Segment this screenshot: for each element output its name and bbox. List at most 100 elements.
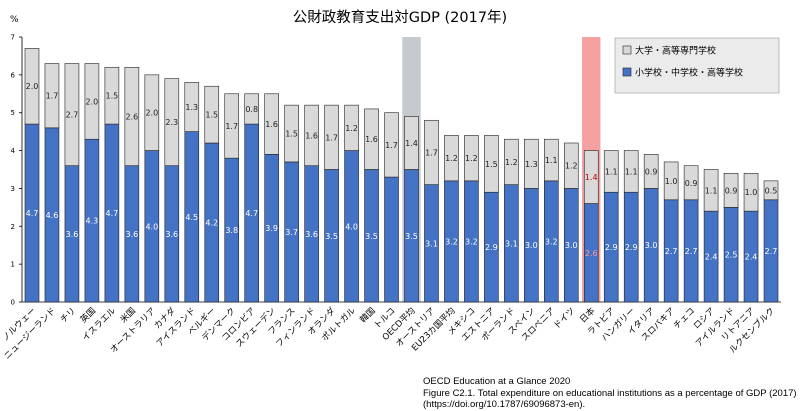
bar-upper	[464, 135, 479, 182]
bar-upper	[264, 93, 279, 155]
data-label-lower: 4.0	[345, 222, 358, 231]
bar-upper	[184, 82, 200, 132]
data-label-upper: 1.7	[225, 122, 238, 131]
data-label-upper: 2.0	[145, 109, 158, 118]
bar-lower	[384, 176, 399, 303]
bar-upper	[743, 172, 759, 212]
data-label-upper: 1.3	[525, 160, 538, 169]
data-label-upper: 1.6	[265, 120, 278, 129]
bar-upper	[384, 112, 399, 178]
data-label-lower: 4.2	[205, 219, 218, 228]
data-label-lower: 4.7	[245, 209, 258, 218]
data-label-upper: 0.9	[725, 186, 738, 195]
data-label-upper: 1.3	[185, 103, 198, 112]
data-label-lower: 2.4	[745, 253, 758, 262]
y-tick-label: 1	[11, 261, 15, 269]
data-label-lower: 3.0	[565, 241, 578, 250]
data-label-upper: 2.6	[125, 113, 138, 122]
data-label-lower: 3.1	[505, 239, 518, 248]
category-label: チェコ	[671, 305, 697, 331]
bar-upper	[444, 135, 459, 182]
chart-title: 公財政教育支出対GDP (2017年)	[292, 10, 508, 26]
data-label-lower: 3.0	[525, 241, 538, 250]
data-label-lower: 4.7	[106, 209, 119, 218]
data-label-lower: 3.0	[645, 241, 658, 250]
bar-upper	[563, 142, 579, 189]
data-label-upper: 1.7	[425, 148, 438, 157]
data-label-upper: 1.1	[705, 186, 718, 195]
bar-upper	[663, 161, 679, 201]
data-label-lower: 2.6	[585, 249, 598, 258]
bar-upper	[204, 85, 220, 144]
bar-upper	[763, 180, 779, 201]
bar-upper	[104, 66, 120, 125]
y-tick-label: 7	[11, 34, 15, 42]
bar-upper	[424, 119, 439, 185]
data-label-lower: 3.5	[365, 232, 378, 241]
bar-upper	[404, 116, 419, 170]
bar-upper	[484, 135, 499, 193]
bar-upper	[64, 63, 80, 167]
y-tick-label: 3	[11, 185, 15, 193]
data-label-lower: 2.5	[725, 251, 738, 260]
data-label-lower: 2.7	[765, 247, 778, 256]
legend-swatch	[622, 67, 632, 77]
bar-upper	[364, 108, 379, 170]
data-label-upper: 1.2	[465, 154, 478, 163]
y-tick-label: 5	[11, 109, 15, 117]
data-label-upper: 1.1	[545, 156, 558, 165]
data-label-upper: 1.7	[46, 92, 59, 101]
data-label-lower: 3.5	[405, 232, 418, 241]
bar-upper	[44, 63, 60, 129]
data-label-lower: 3.6	[165, 230, 178, 239]
bar-upper	[643, 154, 659, 189]
data-label-lower: 2.9	[625, 243, 638, 252]
data-label-upper: 0.8	[245, 105, 258, 114]
bar-upper	[683, 165, 699, 201]
bar-upper	[24, 48, 40, 125]
bar-upper	[544, 138, 559, 182]
data-label-lower: 2.7	[665, 247, 678, 256]
data-label-lower: 3.2	[545, 237, 558, 246]
data-label-lower: 3.6	[66, 230, 79, 239]
bar-upper	[224, 93, 240, 159]
data-label-upper: 1.7	[385, 141, 398, 150]
data-label-upper: 1.7	[325, 133, 338, 142]
legend-box	[614, 37, 780, 94]
bar-upper	[344, 104, 359, 151]
y-axis-label: %	[10, 15, 19, 25]
legend-label: 大学・高等専門学校	[635, 45, 716, 57]
bar-upper	[244, 93, 259, 125]
y-tick-label: 6	[11, 71, 16, 79]
data-label-upper: 2.0	[86, 97, 99, 106]
bar-upper	[623, 150, 639, 193]
data-label-lower: 2.7	[685, 247, 698, 256]
data-label-upper: 1.2	[505, 158, 518, 167]
data-label-upper: 1.2	[345, 124, 358, 133]
y-tick-label: 4	[11, 147, 16, 155]
y-tick-label: 2	[11, 223, 15, 231]
data-label-lower: 3.6	[125, 230, 138, 239]
data-label-upper: 1.6	[305, 131, 318, 140]
data-label-upper: 2.7	[66, 111, 79, 120]
bar-upper	[603, 150, 619, 193]
source-note: OECD Education at a Glance 2020 Figure C…	[423, 376, 797, 411]
data-label-lower: 3.2	[465, 237, 478, 246]
data-label-upper: 0.9	[685, 179, 698, 188]
data-label-upper: 1.4	[585, 173, 598, 182]
bar-upper	[504, 138, 519, 185]
bar-upper	[703, 169, 719, 212]
data-label-upper: 1.5	[485, 160, 498, 169]
data-label-lower: 4.3	[86, 217, 99, 226]
bar-upper	[164, 78, 180, 167]
data-label-upper: 1.2	[565, 162, 578, 171]
legend-swatch	[622, 45, 632, 55]
data-label-upper: 2.0	[26, 82, 39, 91]
bar-upper	[524, 138, 539, 189]
data-label-upper: 1.0	[665, 177, 678, 186]
bar-upper	[144, 74, 160, 151]
data-label-lower: 3.7	[285, 228, 298, 237]
data-label-lower: 4.7	[26, 209, 39, 218]
data-label-lower: 4.5	[185, 213, 198, 222]
